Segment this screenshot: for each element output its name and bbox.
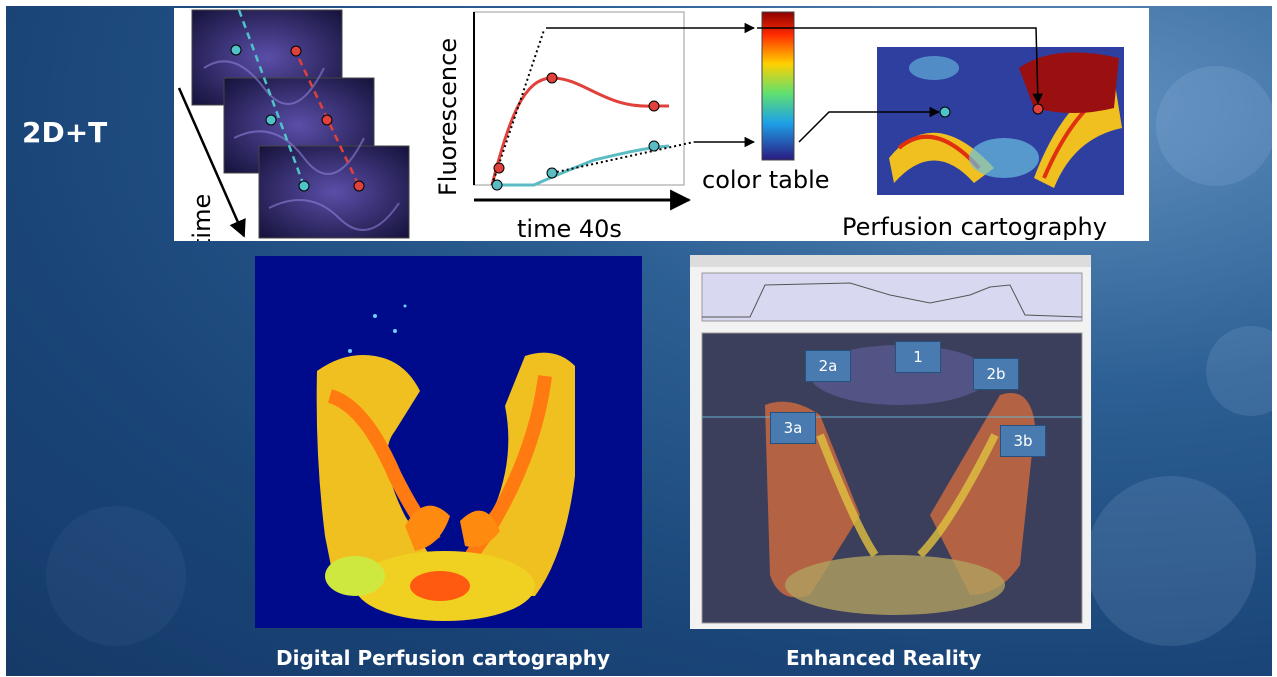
x-axis-label: time 40s: [517, 215, 622, 241]
caption-left: Digital Perfusion cartography: [276, 646, 611, 670]
color-table-bar-icon: [761, 11, 795, 161]
perfusion-map-icon: [877, 47, 1124, 195]
slide-background: 2D+T: [6, 6, 1272, 676]
region-label-2b: 2b: [973, 358, 1019, 390]
fluorescence-plot: Fluorescence time 40s: [434, 11, 695, 243]
perfusion-diagram: Fluorescence time 40s time color table: [177, 9, 1124, 248]
slide-title: 2D+T: [22, 116, 108, 149]
perfusion-label: Perfusion cartography: [842, 213, 1107, 241]
region-label-1: 1: [895, 341, 941, 373]
frame-stack-icon: [177, 9, 410, 239]
digital-perfusion-image: [255, 256, 642, 628]
region-label-3b: 3b: [1000, 425, 1046, 457]
perfusion-diagram-panel: Fluorescence time 40s time color table: [174, 8, 1149, 248]
region-label-3a: 3a: [770, 412, 816, 444]
time-axis-label: time: [188, 194, 216, 241]
enhanced-reality-image: 2a 1 2b 3a 3b: [690, 255, 1091, 629]
caption-right: Enhanced Reality: [786, 646, 982, 670]
region-label-2a: 2a: [805, 350, 851, 382]
y-axis-label: Fluorescence: [434, 38, 462, 196]
color-table-label: color table: [702, 166, 830, 194]
